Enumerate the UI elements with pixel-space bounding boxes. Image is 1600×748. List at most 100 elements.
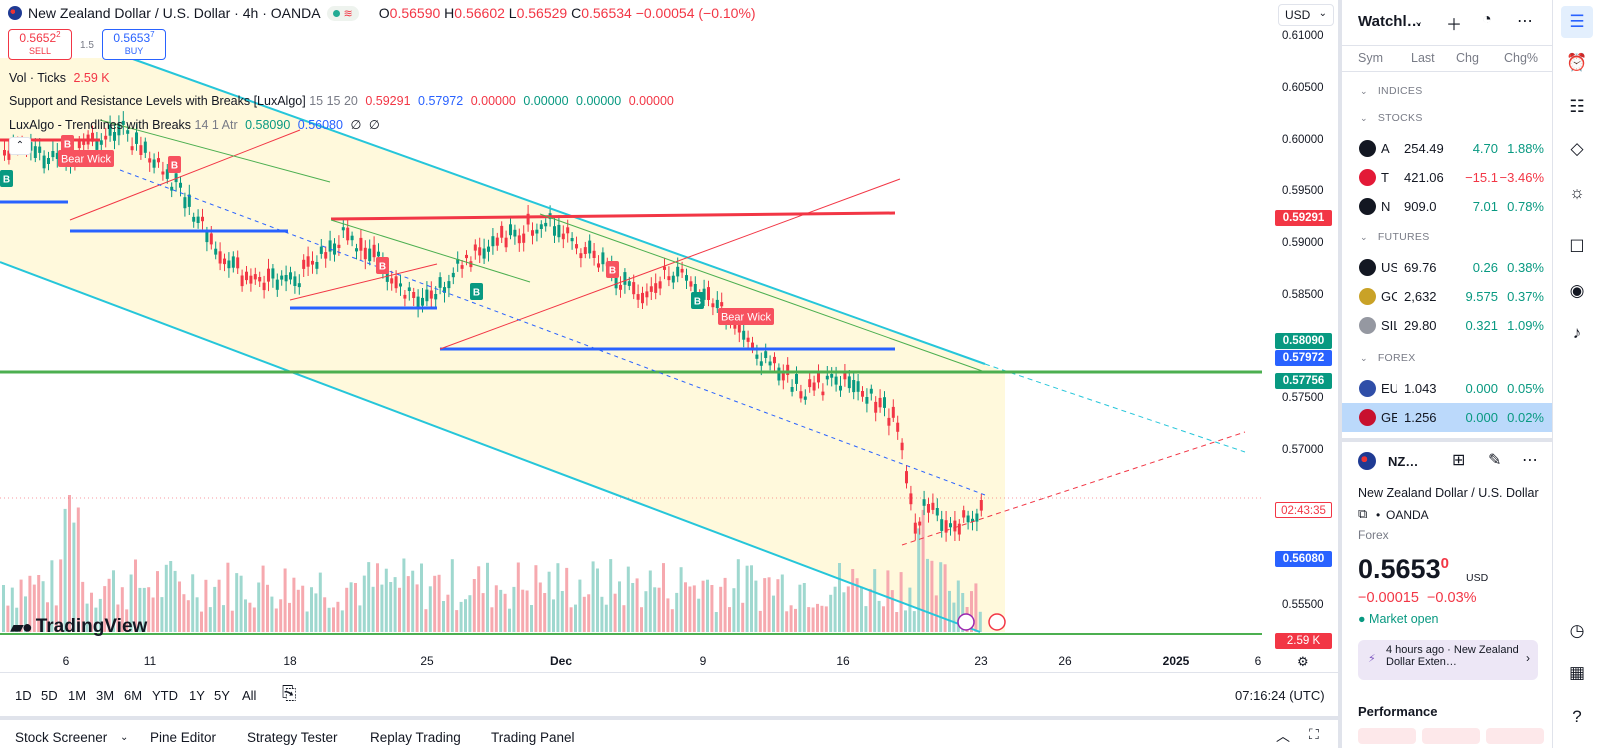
- watchlist-title[interactable]: Watchl…: [1358, 13, 1422, 30]
- candle-body: [117, 123, 121, 136]
- symbol-header[interactable]: New Zealand Dollar / U.S. Dollar · 4h · …: [8, 5, 756, 21]
- more-icon[interactable]: ⋯: [1517, 13, 1533, 30]
- edit-icon[interactable]: ✎: [1488, 452, 1502, 469]
- column-chgp[interactable]: Chg%: [1504, 51, 1539, 65]
- period-button-5y[interactable]: 5Y: [214, 688, 230, 703]
- volume-bar: [706, 579, 709, 632]
- watchlist-icon[interactable]: ☰: [1561, 6, 1593, 38]
- column-chg[interactable]: Chg: [1456, 51, 1479, 65]
- volume-bar: [305, 611, 309, 632]
- chart-pie-icon[interactable]: ◔: [1482, 11, 1492, 28]
- calendar-icon[interactable]: ▦: [1568, 663, 1586, 682]
- section-stocks[interactable]: ⌄ STOCKS: [1360, 112, 1423, 124]
- details-exchange[interactable]: OANDA: [1386, 508, 1429, 522]
- ideas-icon[interactable]: ☼: [1569, 183, 1585, 202]
- row-symbol: A: [1381, 141, 1390, 156]
- section-futures[interactable]: ⌄ FUTURES: [1360, 231, 1430, 243]
- candle-body: [170, 186, 174, 191]
- volume-bar: [939, 562, 943, 632]
- candle-body: [421, 297, 424, 306]
- row-last: 1.256: [1404, 410, 1437, 425]
- price-tick-label: 0.57500: [1282, 392, 1324, 404]
- notifications-icon[interactable]: ♪: [1572, 323, 1582, 342]
- chevron-right-icon: ›: [1526, 651, 1530, 665]
- news-card[interactable]: ⚡ 4 hours ago · New Zealand Dollar Exten…: [1358, 640, 1538, 680]
- tab-stock-screener[interactable]: Stock Screener: [15, 730, 108, 745]
- column-last[interactable]: Last: [1411, 51, 1435, 65]
- tab-replay-trading[interactable]: Replay Trading: [370, 730, 461, 745]
- candle-body: [825, 375, 829, 380]
- period-button-ytd[interactable]: YTD: [152, 688, 178, 703]
- collapse-legend-button[interactable]: ⌃: [9, 137, 31, 155]
- watchlist-row[interactable]: T 421.06 −15.1 −3.46%: [1342, 163, 1552, 192]
- tab-pine-editor[interactable]: Pine Editor: [150, 730, 217, 745]
- period-button-5d[interactable]: 5D: [41, 688, 58, 703]
- watchlist-row[interactable]: EU 1.043 0.000 0.05%: [1342, 374, 1552, 403]
- chart-area[interactable]: B B B B B B B Bear Wick Bear Wick New Zealand Do…: [0, 0, 1338, 672]
- candle-body: [715, 299, 719, 309]
- watchlist-row[interactable]: US 69.76 0.26 0.38%: [1342, 253, 1552, 282]
- candle-body: [460, 265, 464, 269]
- sell-button[interactable]: 0.56522 SELL: [8, 29, 72, 60]
- streams-icon[interactable]: ◉: [1569, 281, 1585, 300]
- candle-body: [311, 260, 314, 265]
- currency-selector[interactable]: USD ⌄: [1278, 4, 1334, 26]
- price-chart[interactable]: B B B B B B B Bear Wick Bear Wick: [0, 0, 1338, 672]
- row-chg: −15.1: [1465, 170, 1498, 185]
- volume-bar: [274, 608, 278, 632]
- watchlist-row[interactable]: A 254.49 4.70 1.88%: [1342, 134, 1552, 163]
- date-range-icon[interactable]: ⎘: [282, 683, 297, 703]
- section-forex[interactable]: ⌄ FOREX: [1360, 352, 1416, 364]
- volume-bar: [666, 598, 670, 632]
- chevron-down-icon[interactable]: ⌄: [120, 732, 129, 743]
- candle-body: [641, 292, 644, 304]
- chevron-down-icon[interactable]: ⌄: [1414, 16, 1424, 28]
- more-icon[interactable]: ⋯: [1522, 452, 1538, 469]
- watchlist-row[interactable]: SIL 29.80 0.321 1.09%: [1342, 311, 1552, 340]
- trendline-indicator-legend[interactable]: LuxAlgo - Trendlines with Breaks 14 1 At…: [9, 118, 380, 132]
- period-button-1m[interactable]: 1M: [68, 688, 87, 703]
- help-icon[interactable]: ?: [1572, 707, 1582, 726]
- period-button-all[interactable]: All: [242, 688, 257, 703]
- row-chg: 9.575: [1465, 289, 1498, 304]
- buy-button[interactable]: 0.56537 BUY: [102, 29, 166, 60]
- panel-divider[interactable]: [1338, 0, 1342, 748]
- tab-strategy-tester[interactable]: Strategy Tester: [247, 730, 338, 745]
- speedometer-icon[interactable]: ◷: [1569, 621, 1585, 640]
- chat-icon[interactable]: ☐: [1569, 237, 1585, 256]
- break-marker-label: B: [694, 297, 701, 308]
- resistance-line: [330, 211, 896, 221]
- tab-trading-panel[interactable]: Trading Panel: [491, 730, 575, 745]
- candle-body: [205, 231, 209, 243]
- trend-upper-price-tag: 0.58090: [1275, 333, 1332, 349]
- candle-body: [390, 278, 394, 284]
- watchlist-row[interactable]: GE 1.256 0.000 0.02%: [1342, 403, 1552, 432]
- candle-body: [935, 508, 939, 516]
- details-symbol[interactable]: NZ…: [1388, 454, 1419, 469]
- period-button-1d[interactable]: 1D: [15, 688, 32, 703]
- watchlist-row[interactable]: GC 2,632 9.575 0.37%: [1342, 282, 1552, 311]
- external-link-icon[interactable]: ⧉: [1358, 506, 1368, 521]
- watchlist-row[interactable]: N 909.0 7.01 0.78%: [1342, 192, 1552, 221]
- section-indices[interactable]: ⌄ INDICES: [1360, 85, 1423, 97]
- add-list-icon[interactable]: ☷: [1569, 97, 1585, 116]
- candle-body: [905, 471, 908, 484]
- axis-settings-icon[interactable]: ⚙: [1297, 654, 1309, 669]
- clock[interactable]: 07:16:24 (UTC): [1235, 688, 1325, 703]
- candle-body: [333, 243, 336, 255]
- period-button-3m[interactable]: 3M: [96, 688, 115, 703]
- period-button-1y[interactable]: 1Y: [189, 688, 205, 703]
- market-status-badge[interactable]: ≋: [326, 5, 359, 21]
- alarm-clock-icon[interactable]: ⏰: [1566, 53, 1588, 72]
- grid-icon[interactable]: ⊞: [1452, 452, 1466, 469]
- candle-body: [583, 247, 587, 254]
- volume-legend[interactable]: Vol · Ticks 2.59 K: [9, 71, 110, 85]
- period-button-6m[interactable]: 6M: [124, 688, 143, 703]
- add-symbol-icon[interactable]: ＋: [1446, 17, 1463, 34]
- maximize-panel-icon[interactable]: ⛶: [1309, 726, 1319, 742]
- column-sym[interactable]: Sym: [1358, 51, 1383, 65]
- symbol-title[interactable]: New Zealand Dollar / U.S. Dollar · 4h · …: [28, 5, 321, 21]
- sr-indicator-legend[interactable]: Support and Resistance Levels with Break…: [9, 94, 674, 108]
- collapse-panel-icon[interactable]: ︿: [1276, 728, 1290, 744]
- layers-icon[interactable]: ◇: [1570, 139, 1584, 158]
